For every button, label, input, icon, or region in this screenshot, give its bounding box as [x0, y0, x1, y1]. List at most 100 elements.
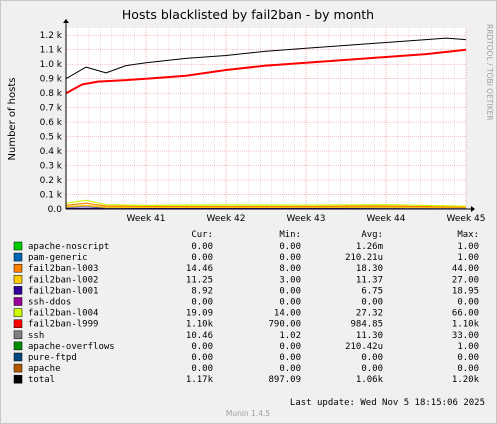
grid: [65, 28, 467, 210]
legend-min: 0.00: [279, 364, 301, 374]
legend-name: apache-noscript: [28, 242, 109, 252]
legend-name: apache-overflows: [28, 342, 115, 352]
series-line-fail2ban-l003: [65, 202, 467, 208]
axes: 0.0 0.1 k 0.2 k 0.3 k 0.4 k 0.5 k 0.6 k 0.7 k 0.…: [40, 19, 486, 224]
legend-max: 66.00: [452, 309, 479, 319]
y-tick-label: 0.3 k: [40, 162, 63, 172]
y-tick-label: 0.1 k: [40, 191, 63, 201]
legend-cur: 10.46: [186, 331, 213, 341]
legend-max: 1.00: [457, 242, 479, 252]
legend-cur: 8.92: [191, 286, 213, 296]
legend-avg: 11.37: [356, 275, 383, 285]
y-axis-label: Number of hosts: [7, 78, 18, 161]
legend-swatch-fail2ban-l001: [13, 286, 23, 295]
legend-name: fail2ban-l004: [28, 309, 98, 319]
y-tick-label: 0.7 k: [40, 104, 63, 114]
plot-area: [66, 28, 466, 209]
legend-min: 0.00: [279, 298, 301, 308]
legend-max: 27.00: [452, 275, 479, 285]
legend-avg: 210.21u: [345, 253, 383, 263]
y-tick-label: 1.1 k: [40, 46, 63, 56]
legend-avg: 18.30: [356, 264, 383, 274]
legend-max: 44.00: [452, 264, 479, 274]
legend-swatch-ssh: [13, 330, 23, 340]
legend-max: 33.00: [452, 331, 479, 341]
legend-cur: 0.00: [191, 342, 213, 352]
last-update: Last update: Wed Nov 5 18:15:06 2025: [290, 398, 485, 408]
legend-name: ssh: [28, 331, 44, 341]
legend-name: apache: [28, 364, 61, 374]
legend-cur: 0.00: [191, 353, 213, 363]
legend-swatch-apache-noscript: [13, 241, 23, 251]
x-tick-label: Week 41: [127, 214, 166, 224]
x-tick-label: Week 43: [287, 214, 326, 224]
header-avg: Avg:: [361, 230, 383, 240]
legend-min: 0.00: [279, 353, 301, 363]
legend-cur: 14.46: [186, 264, 213, 274]
legend-cur: 0.00: [191, 364, 213, 374]
y-axis-arrow: [63, 19, 69, 23]
y-tick-label: 0.0: [48, 205, 63, 215]
legend-name: total: [28, 375, 55, 385]
legend-swatch-ssh-ddos: [13, 297, 23, 306]
legend-max: 0.00: [457, 298, 479, 308]
legend: Cur: Min: Avg: Max: apache-noscript 0.00 0…: [13, 230, 480, 385]
legend-min: 1.02: [279, 331, 301, 341]
legend-swatch-apache: [13, 363, 23, 373]
legend-swatch-fail2ban-l003: [13, 263, 23, 273]
x-tick-label: Week 45: [447, 214, 486, 224]
series-line-total: [65, 37, 467, 80]
legend-min: 0.00: [279, 242, 301, 252]
legend-swatch-pure-ftpd: [13, 352, 23, 362]
legend-avg: 1.06k: [356, 375, 384, 385]
legend-swatch-fail2ban-l004: [13, 308, 23, 317]
x-axis-arrow: [471, 206, 475, 212]
legend-min: 897.09: [268, 375, 301, 385]
legend-cur: 11.25: [186, 275, 213, 285]
legend-avg: 11.30: [356, 331, 383, 341]
legend-avg: 27.32: [356, 309, 383, 319]
legend-name: fail2ban-l999: [28, 320, 98, 330]
legend-avg: 6.75: [361, 286, 383, 296]
legend-max: 0.00: [457, 364, 479, 374]
legend-swatch-fail2ban-l002: [13, 275, 23, 284]
legend-avg: 1.26m: [356, 242, 383, 252]
legend-max: 1.00: [457, 342, 479, 352]
legend-max: 1.20k: [452, 375, 480, 385]
legend-cur: 1.17k: [186, 375, 214, 385]
legend-avg: 984.85: [350, 320, 383, 330]
y-tick-label: 0.5 k: [40, 133, 63, 143]
legend-min: 8.00: [279, 264, 301, 274]
legend-cur: 1.10k: [186, 320, 214, 330]
series-layer: [65, 37, 467, 209]
series-line-fail2ban-l002: [65, 204, 467, 208]
legend-min: 14.00: [274, 309, 301, 319]
legend-name: fail2ban-l002: [28, 275, 98, 285]
y-tick-label: 0.9 k: [40, 75, 63, 85]
legend-min: 790.00: [268, 320, 301, 330]
y-tick-label: 1.2 k: [40, 31, 63, 41]
legend-max: 1.00: [457, 253, 479, 263]
legend-name: pure-ftpd: [28, 353, 77, 363]
series-line-fail2ban-l004: [65, 199, 467, 207]
legend-avg: 0.00: [361, 364, 383, 374]
y-tick-label: 0.6 k: [40, 118, 63, 128]
y-tick-label: 0.4 k: [40, 147, 63, 157]
legend-swatch-fail2ban-l999: [13, 319, 23, 328]
chart-title: Hosts blacklisted by fail2ban - by month: [122, 7, 374, 22]
header-max: Max:: [457, 230, 479, 240]
legend-max: 1.10k: [452, 320, 480, 330]
legend-avg: 0.00: [361, 353, 383, 363]
legend-min: 3.00: [279, 275, 301, 285]
legend-cur: 19.09: [186, 309, 213, 319]
legend-swatch-apache-overflows: [13, 341, 23, 351]
y-tick-label: 0.2 k: [40, 176, 63, 186]
legend-avg: 0.00: [361, 298, 383, 308]
legend-name: fail2ban-l003: [28, 264, 98, 274]
legend-name: ssh-ddos: [28, 298, 71, 308]
legend-swatch-pam-generic: [13, 252, 23, 262]
legend-min: 0.00: [279, 286, 301, 296]
legend-cur: 0.00: [191, 253, 213, 263]
